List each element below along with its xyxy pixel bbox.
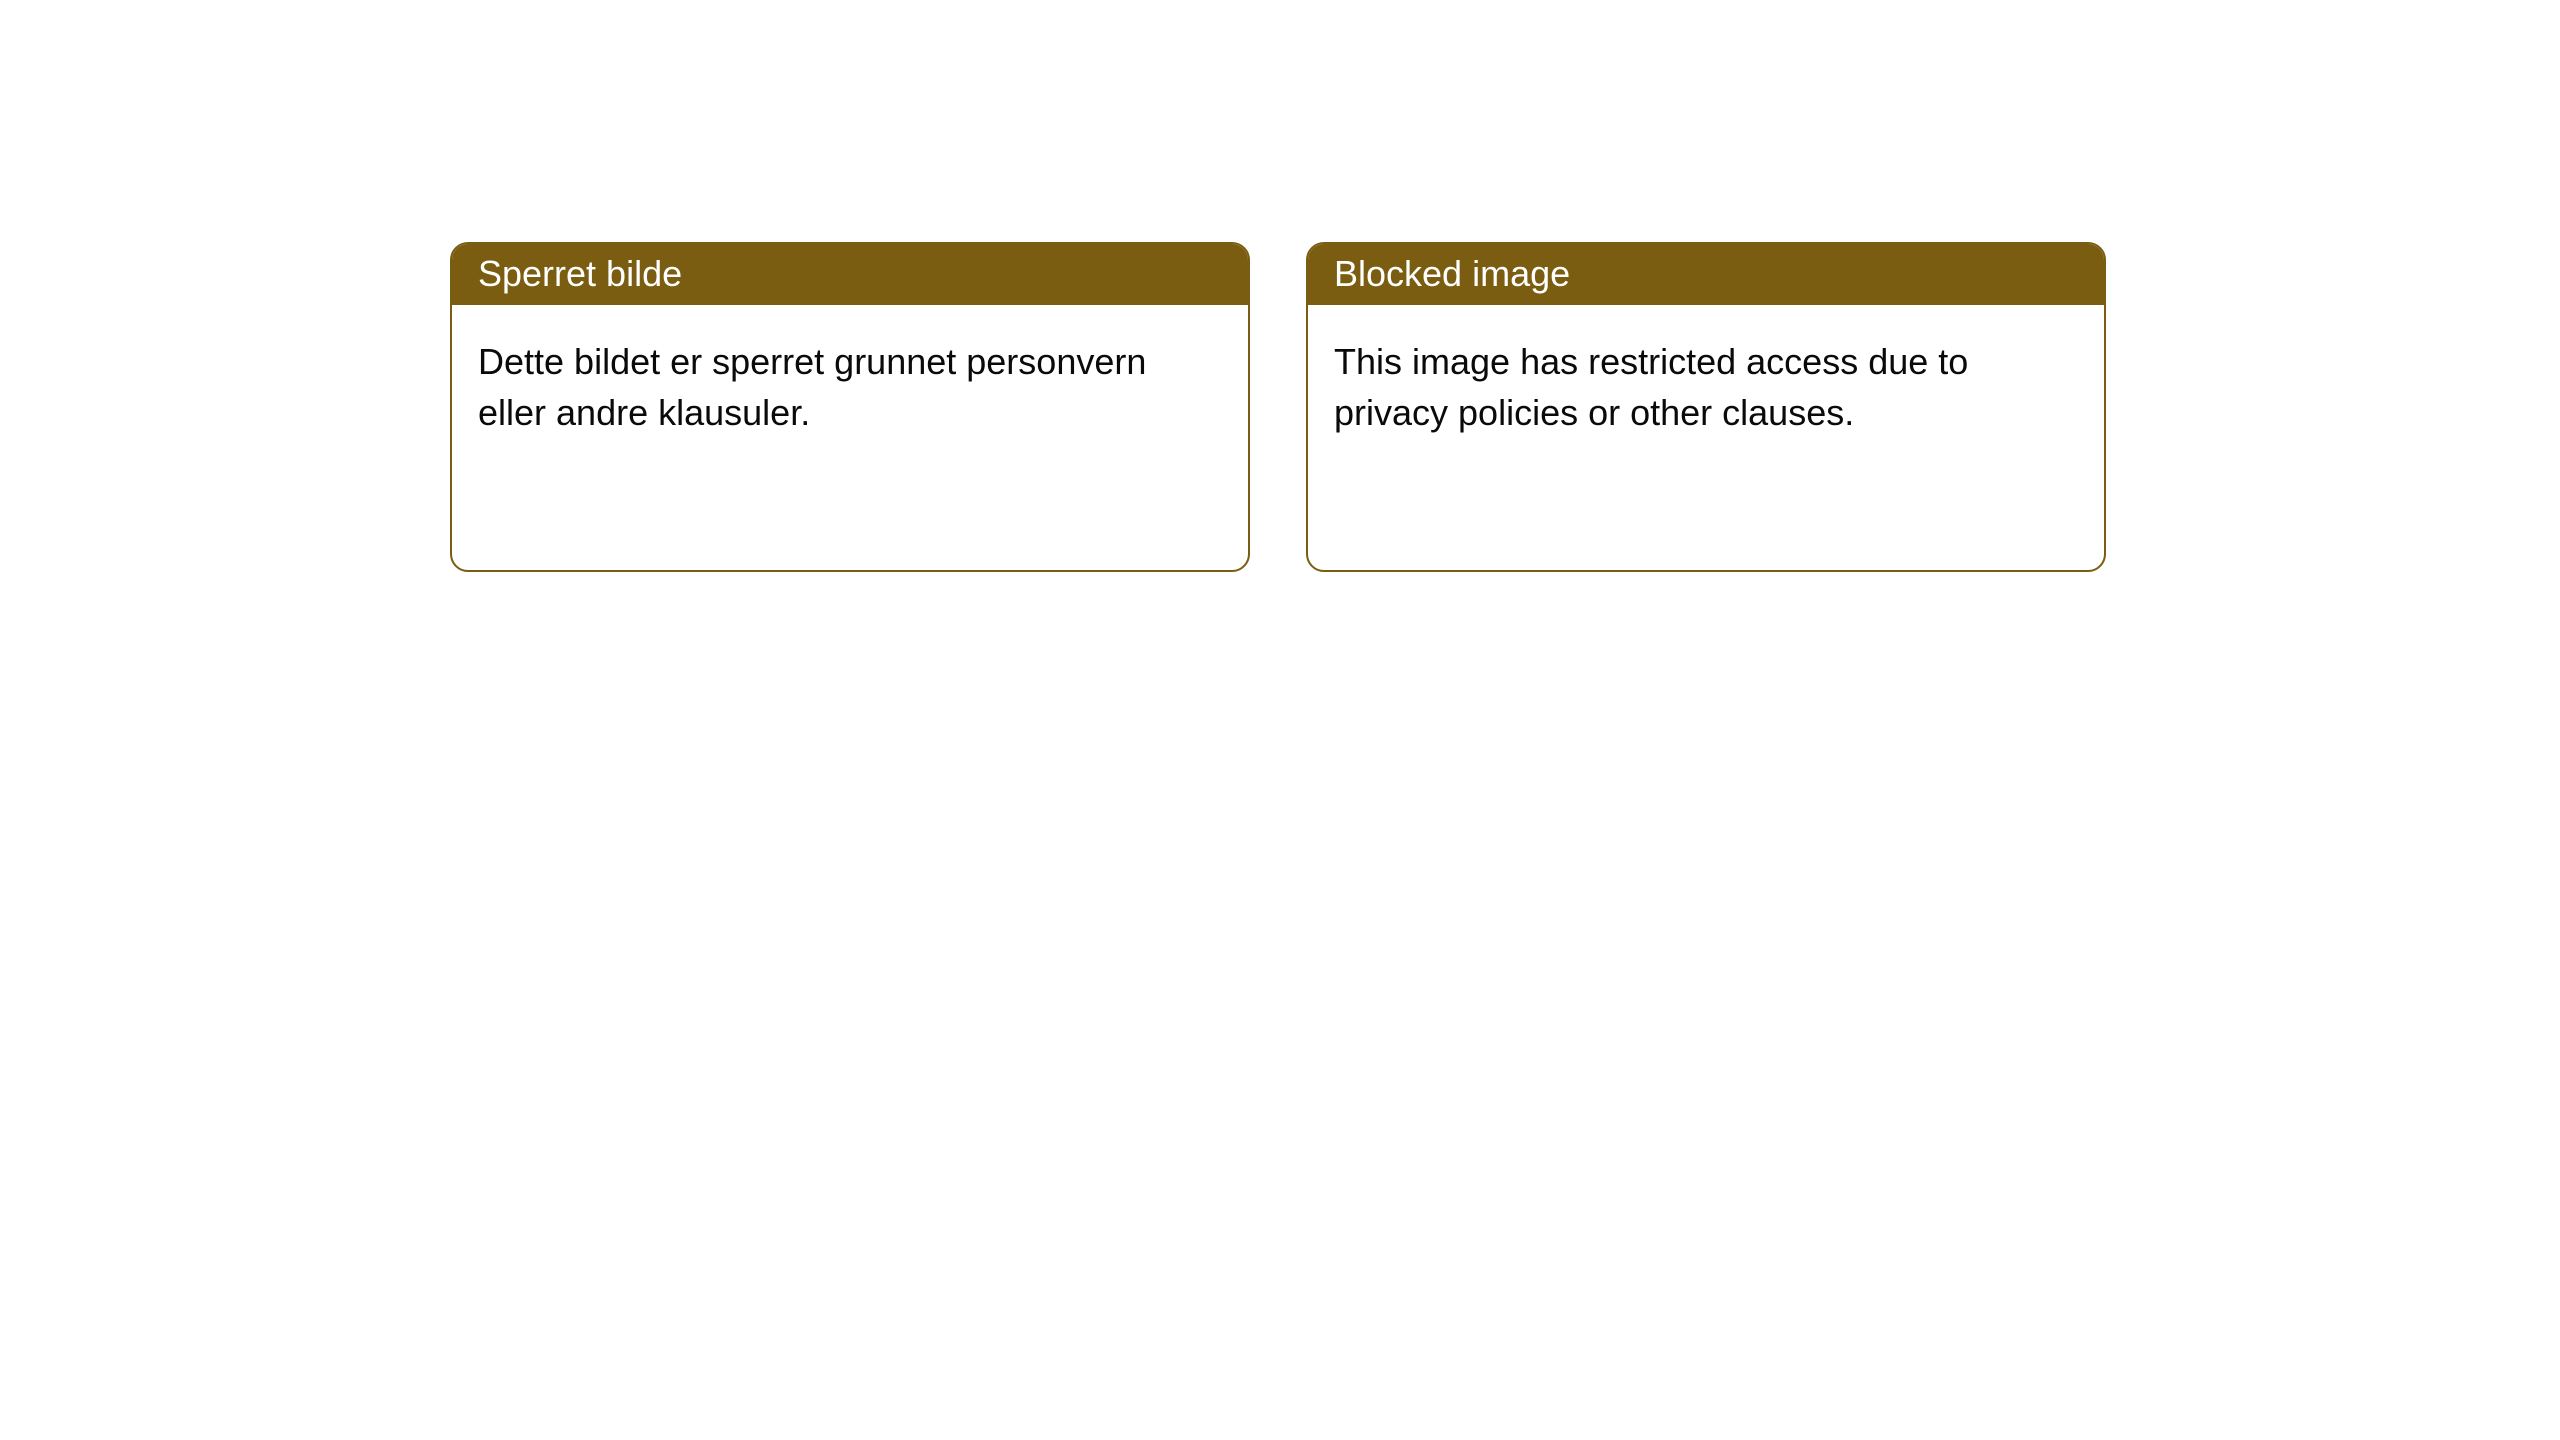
notice-header-english: Blocked image (1308, 244, 2104, 305)
notice-header-norwegian: Sperret bilde (452, 244, 1248, 305)
notice-body-norwegian: Dette bildet er sperret grunnet personve… (452, 305, 1248, 470)
notice-card-norwegian: Sperret bilde Dette bildet er sperret gr… (450, 242, 1250, 572)
notice-card-english: Blocked image This image has restricted … (1306, 242, 2106, 572)
notice-container: Sperret bilde Dette bildet er sperret gr… (0, 0, 2560, 572)
notice-body-english: This image has restricted access due to … (1308, 305, 2104, 470)
